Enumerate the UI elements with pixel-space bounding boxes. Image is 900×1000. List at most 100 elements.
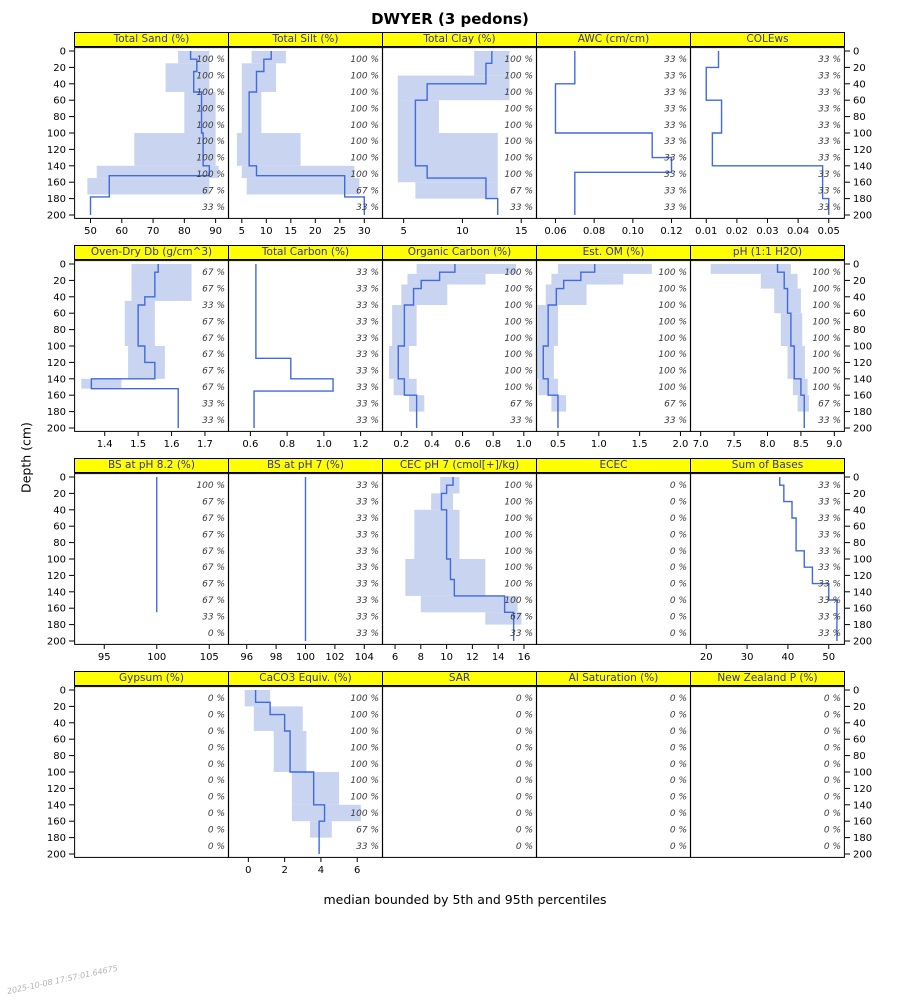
svg-text:67 %: 67 % <box>202 268 225 278</box>
svg-text:100 %: 100 % <box>812 301 841 311</box>
svg-text:100: 100 <box>296 652 315 663</box>
svg-text:100 %: 100 % <box>504 547 533 557</box>
svg-text:100 %: 100 % <box>196 55 225 65</box>
panel-colews: COLEws 33 % 33 % 33 % 33 % 33 % 33 % 33 % 33 % 3… <box>690 32 845 245</box>
svg-text:33 %: 33 % <box>818 104 841 114</box>
svg-text:0.03: 0.03 <box>756 226 778 237</box>
svg-text:120: 120 <box>47 784 66 795</box>
svg-text:33 %: 33 % <box>818 88 841 98</box>
svg-text:100 %: 100 % <box>196 72 225 82</box>
svg-text:33 %: 33 % <box>818 203 841 213</box>
svg-text:0.08: 0.08 <box>583 226 605 237</box>
svg-text:33 %: 33 % <box>356 399 379 409</box>
panel-strip: Sum of Bases <box>690 458 845 473</box>
panel-plot: 33 % 33 % 33 % 33 % 33 % 33 % 33 % 33 % 33 % 33 %… <box>228 473 383 663</box>
svg-text:98: 98 <box>270 652 283 663</box>
svg-text:180: 180 <box>47 407 66 418</box>
svg-text:180: 180 <box>853 620 872 631</box>
svg-text:20: 20 <box>853 63 866 74</box>
svg-text:80: 80 <box>853 538 866 549</box>
svg-text:100 %: 100 % <box>504 154 533 164</box>
svg-text:100 %: 100 % <box>658 268 687 278</box>
panel-plot: 33 % 33 % 33 % 33 % 33 % 33 % 33 % 33 % 33 % 33 %… <box>690 47 845 237</box>
panel-new-zealand-p: New Zealand P (%) 0 % 0 % 0 % 0 % 0 % 0 % 0 % 0… <box>690 671 845 884</box>
svg-text:33 %: 33 % <box>818 416 841 426</box>
svg-text:100: 100 <box>853 129 872 140</box>
svg-text:100 %: 100 % <box>504 498 533 508</box>
svg-text:100 %: 100 % <box>504 317 533 327</box>
svg-text:0 %: 0 % <box>670 760 687 770</box>
svg-text:60: 60 <box>853 96 866 107</box>
svg-text:100: 100 <box>853 555 872 566</box>
panel-strip: Total Silt (%) <box>228 32 383 47</box>
svg-text:0 %: 0 % <box>670 530 687 540</box>
svg-text:0 %: 0 % <box>516 743 533 753</box>
svg-text:0.5: 0.5 <box>550 439 566 450</box>
svg-text:33 %: 33 % <box>356 203 379 213</box>
svg-text:100 %: 100 % <box>812 334 841 344</box>
svg-text:0.6: 0.6 <box>455 439 471 450</box>
panel-plot: 100 % 100 % 100 % 100 % 100 % 100 % 100 % 100 %… <box>690 260 845 450</box>
svg-text:33 %: 33 % <box>202 399 225 409</box>
depth-axis-right: 0 20 40 60 80 100 120 140 160 180 200 <box>845 47 872 222</box>
svg-text:60: 60 <box>53 735 66 746</box>
svg-text:8: 8 <box>418 652 424 663</box>
svg-text:0 %: 0 % <box>208 743 225 753</box>
svg-text:100: 100 <box>853 342 872 353</box>
svg-text:0.4: 0.4 <box>424 439 440 450</box>
svg-text:12: 12 <box>466 652 479 663</box>
svg-text:200: 200 <box>853 211 872 222</box>
svg-text:30: 30 <box>358 226 371 237</box>
svg-text:120: 120 <box>853 571 872 582</box>
svg-text:5: 5 <box>400 226 406 237</box>
panel-plot: 100 % 100 % 100 % 100 % 100 % 100 % 100 % 100 %… <box>382 260 537 450</box>
svg-text:33 %: 33 % <box>356 842 379 852</box>
svg-text:33 %: 33 % <box>664 55 687 65</box>
svg-text:2.0: 2.0 <box>673 439 689 450</box>
svg-text:180: 180 <box>47 194 66 205</box>
svg-text:100 %: 100 % <box>196 88 225 98</box>
svg-text:0.8: 0.8 <box>485 439 501 450</box>
svg-text:1.0: 1.0 <box>591 439 607 450</box>
svg-text:0.6: 0.6 <box>242 439 258 450</box>
svg-text:40: 40 <box>853 79 866 90</box>
svg-text:20: 20 <box>53 276 66 287</box>
svg-text:33 %: 33 % <box>356 350 379 360</box>
svg-text:33 %: 33 % <box>510 203 533 213</box>
chart-title: DWYER (3 pedons) <box>371 10 529 28</box>
svg-text:20: 20 <box>853 489 866 500</box>
svg-text:0 %: 0 % <box>670 514 687 524</box>
svg-text:0 %: 0 % <box>670 612 687 622</box>
svg-text:100 %: 100 % <box>504 530 533 540</box>
svg-text:180: 180 <box>853 833 872 844</box>
svg-text:100 %: 100 % <box>350 727 379 737</box>
svg-text:67 %: 67 % <box>202 186 225 196</box>
panel-plot: 100 % 100 % 100 % 100 % 100 % 100 % 100 % 100 %… <box>382 473 537 663</box>
svg-text:67 %: 67 % <box>510 612 533 622</box>
svg-text:60: 60 <box>115 226 128 237</box>
svg-text:0 %: 0 % <box>208 842 225 852</box>
panel-total-silt: Total Silt (%) 100 % 100 % 100 % 100 % 100 %… <box>228 32 383 245</box>
svg-text:0 %: 0 % <box>208 793 225 803</box>
panel-row-2: 0 20 40 60 80 100 120 140 160 180 200 Oven-Dry Db … <box>30 245 900 458</box>
svg-text:100 %: 100 % <box>504 121 533 131</box>
svg-text:0 %: 0 % <box>208 727 225 737</box>
panel-strip: pH (1:1 H2O) <box>690 245 845 260</box>
svg-text:67 %: 67 % <box>202 514 225 524</box>
svg-text:80: 80 <box>178 226 191 237</box>
svg-text:180: 180 <box>47 620 66 631</box>
svg-text:67 %: 67 % <box>202 334 225 344</box>
panel-sar: SAR 0 % 0 % 0 % 0 % 0 % 0 % 0 % 0 % 0 % 0 % <box>382 671 537 884</box>
panel-strip: Total Carbon (%) <box>228 245 383 260</box>
svg-text:100 %: 100 % <box>504 170 533 180</box>
svg-text:10: 10 <box>456 226 469 237</box>
svg-text:67 %: 67 % <box>202 563 225 573</box>
svg-text:0 %: 0 % <box>670 481 687 491</box>
svg-text:100 %: 100 % <box>504 55 533 65</box>
svg-text:5: 5 <box>239 226 245 237</box>
svg-text:100 %: 100 % <box>504 268 533 278</box>
svg-text:100: 100 <box>147 652 166 663</box>
svg-text:160: 160 <box>47 391 66 402</box>
svg-text:20: 20 <box>853 702 866 713</box>
